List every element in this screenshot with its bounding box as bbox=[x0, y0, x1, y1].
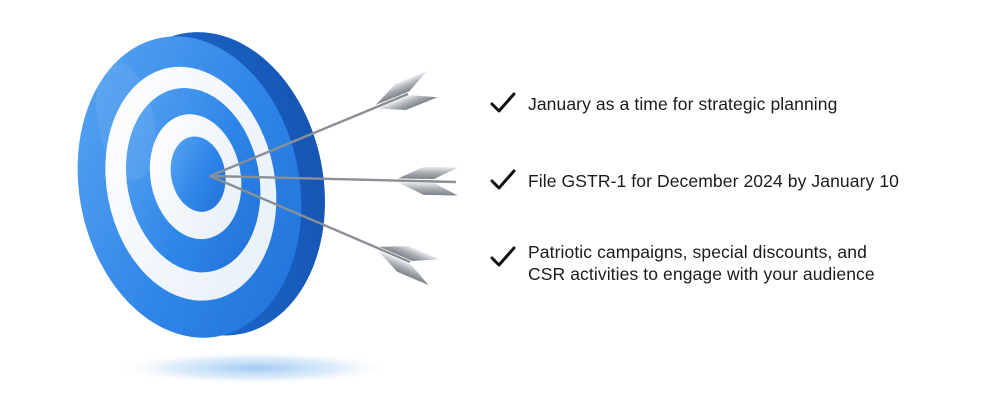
checkmark-icon bbox=[490, 92, 516, 113]
target-shadow bbox=[115, 351, 395, 385]
arrow-middle bbox=[209, 166, 459, 196]
arrow-bottom bbox=[209, 174, 440, 286]
list-item: January as a time for strategic planning bbox=[490, 92, 990, 115]
list-item-text: Patriotic campaigns, special discounts, … bbox=[528, 242, 875, 284]
bullseye-target-icon bbox=[77, 32, 325, 338]
arrow-top bbox=[209, 71, 438, 178]
list-item: File GSTR-1 for December 2024 by January… bbox=[490, 169, 990, 192]
checkmark-icon bbox=[490, 246, 516, 267]
list-item-text: File GSTR-1 for December 2024 by January… bbox=[528, 171, 899, 191]
list-item-text: January as a time for strategic planning bbox=[528, 94, 838, 114]
target-illustration bbox=[77, 32, 459, 385]
checkmark-icon bbox=[490, 169, 516, 190]
checklist: January as a time for strategic planning… bbox=[490, 0, 990, 410]
list-item: Patriotic campaigns, special discounts, … bbox=[490, 241, 990, 285]
